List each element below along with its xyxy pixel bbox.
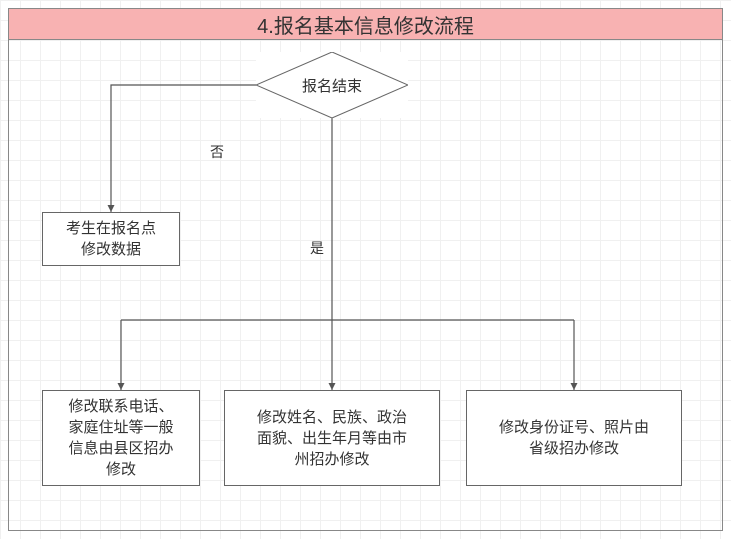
edge-label-yes: 是	[310, 238, 324, 258]
edge-label-yes-text: 是	[310, 240, 324, 256]
bottom-box-3: 修改身份证号、照片由省级招办修改	[466, 390, 682, 486]
title-bar: 4.报名基本信息修改流程	[8, 8, 723, 40]
edge-label-no: 否	[210, 142, 224, 162]
bottom-box-3-label: 修改身份证号、照片由省级招办修改	[499, 417, 649, 459]
bottom-box-1-label: 修改联系电话、家庭住址等一般信息由县区招办修改	[68, 396, 173, 480]
bottom-box-2: 修改姓名、民族、政治面貌、出生年月等由市州招办修改	[224, 390, 440, 486]
decision-node: 报名结束	[256, 52, 408, 118]
bottom-box-1: 修改联系电话、家庭住址等一般信息由县区招办修改	[42, 390, 200, 486]
left-box-label: 考生在报名点修改数据	[66, 218, 156, 260]
left-box: 考生在报名点修改数据	[42, 212, 180, 266]
bottom-box-2-label: 修改姓名、民族、政治面貌、出生年月等由市州招办修改	[257, 407, 407, 470]
decision-label: 报名结束	[302, 75, 362, 96]
edge-label-no-text: 否	[210, 144, 224, 160]
title-text: 4.报名基本信息修改流程	[257, 10, 474, 39]
